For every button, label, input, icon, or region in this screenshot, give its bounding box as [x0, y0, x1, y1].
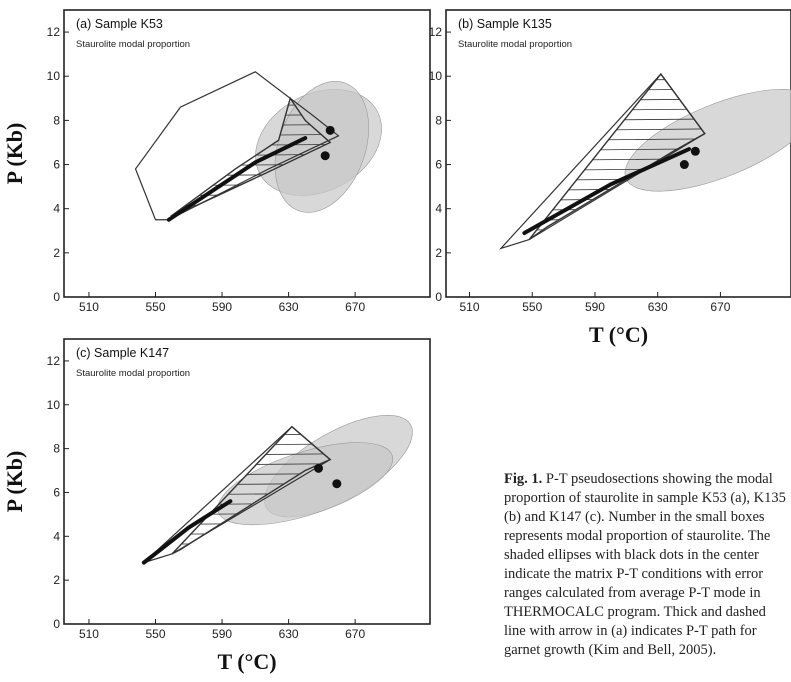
x-tick-label: 510 — [79, 627, 99, 641]
y-tick-label: 0 — [53, 290, 60, 304]
y-axis-label: P (Kb) — [2, 123, 27, 185]
x-axis-label: T (°C) — [217, 649, 276, 674]
y-tick-label: 4 — [435, 202, 442, 216]
contour-line — [172, 163, 331, 168]
x-tick-label: 630 — [279, 300, 299, 314]
y-tick-label: 12 — [47, 25, 61, 39]
x-tick-label: 550 — [145, 627, 165, 641]
y-tick-label: 0 — [435, 290, 442, 304]
y-tick-label: 0 — [53, 617, 60, 631]
contour-line — [172, 501, 331, 507]
caption-text: P-T pseudosections showing the modal pro… — [504, 471, 786, 658]
panel-title: (b) Sample K135 — [458, 17, 552, 31]
x-tick-label: 590 — [585, 300, 605, 314]
contour-line — [172, 482, 331, 487]
contour-line — [529, 157, 705, 162]
y-tick-label: 4 — [53, 202, 60, 216]
panel-subtitle: Staurolite modal proportion — [458, 39, 572, 50]
pt-path-thick — [166, 136, 308, 222]
y-tick-label: 8 — [53, 113, 60, 127]
x-tick-label: 670 — [710, 300, 730, 314]
y-tick-label: 6 — [53, 158, 60, 172]
caption-lead: Fig. 1. — [504, 471, 543, 487]
y-tick-label: 10 — [429, 69, 443, 83]
x-tick-label: 590 — [212, 300, 232, 314]
contour-line — [529, 147, 705, 152]
staurolite-field — [528, 72, 706, 241]
contour-line — [529, 137, 705, 142]
panel-subtitle: Staurolite modal proportion — [76, 368, 190, 379]
matrix-pt-dot — [314, 463, 324, 473]
y-tick-label: 8 — [435, 113, 442, 127]
panel-a: 510 550 590 630 670 0 2 4 6 8 10 12 (a) Sample K53 St… — [2, 9, 431, 314]
x-axis-label: T (°C) — [589, 322, 648, 347]
x-tick-label: 550 — [522, 300, 542, 314]
y-tick-label: 2 — [53, 573, 60, 587]
panel-subtitle: Staurolite modal proportion — [76, 39, 190, 50]
contour-line — [172, 492, 331, 497]
contour-line — [172, 172, 331, 178]
contour-line — [529, 127, 705, 132]
y-tick-label: 10 — [47, 69, 61, 83]
y-tick-label: 8 — [53, 442, 60, 456]
pt-path-thick — [522, 147, 692, 235]
x-tick-label: 590 — [212, 627, 232, 641]
y-tick-label: 6 — [435, 158, 442, 172]
x-tick-label: 510 — [460, 300, 480, 314]
figure-caption: Fig. 1. P-T pseudosections showing the m… — [504, 470, 786, 660]
y-tick-label: 6 — [53, 485, 60, 499]
panel-c: 510 550 590 630 670 0 2 4 6 8 10 12 (c) Sample K147 S… — [2, 338, 431, 674]
matrix-pt-dot — [332, 479, 342, 489]
x-tick-label: 510 — [79, 300, 99, 314]
x-tick-label: 670 — [345, 627, 365, 641]
y-axis-label: P (Kb) — [2, 451, 27, 513]
x-tick-label: 550 — [145, 300, 165, 314]
x-tick-label: 670 — [345, 300, 365, 314]
panel-b: 510 550 590 630 670 0 2 4 6 8 10 12 (b) Sample K135 S… — [429, 9, 791, 347]
y-tick-label: 2 — [435, 246, 442, 260]
matrix-pt-dot — [320, 151, 330, 161]
staurolite-field — [169, 96, 332, 217]
panel-title: (c) Sample K147 — [76, 346, 169, 360]
matrix-pt-dot — [325, 125, 335, 135]
matrix-pt-dot — [690, 146, 700, 156]
y-tick-label: 2 — [53, 246, 60, 260]
matrix-pt-dot — [679, 160, 689, 170]
contour-line — [529, 167, 705, 172]
y-tick-label: 12 — [429, 25, 443, 39]
y-tick-label: 4 — [53, 529, 60, 543]
x-tick-label: 630 — [648, 300, 668, 314]
y-tick-label: 10 — [47, 398, 61, 412]
contour-line — [172, 472, 331, 477]
y-tick-label: 12 — [47, 354, 61, 368]
x-tick-label: 630 — [279, 627, 299, 641]
panel-title: (a) Sample K53 — [76, 17, 163, 31]
pt-path-thick — [141, 499, 233, 565]
